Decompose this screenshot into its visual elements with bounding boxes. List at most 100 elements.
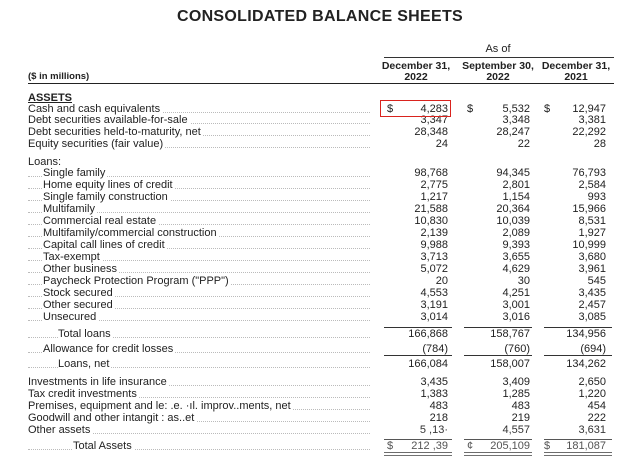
row-value-col-3: 3,435 <box>578 287 606 299</box>
leader-dots <box>28 337 370 338</box>
table-row: Unsecured 3,014 3,016 3,085 <box>0 312 640 323</box>
leader-dots <box>28 248 370 249</box>
row-label: Tax-exempt <box>43 251 102 263</box>
row-label: Loans: <box>28 156 64 168</box>
row-value-col-1: 24 <box>435 138 448 150</box>
row-label: Other assets <box>28 424 93 436</box>
row-label: Premises, equipment and le: .e. ·ıl. imp… <box>28 400 293 412</box>
row-label: Debt securities held-to-maturity, net <box>28 126 203 138</box>
leader-dots <box>28 272 370 273</box>
row-label: Debt securities available-for-sale <box>28 114 190 126</box>
row-label: Other secured <box>43 299 115 311</box>
row-value-col-1: 20 <box>435 275 448 287</box>
row-value-col-1: 1,217 <box>420 191 448 203</box>
table-row: Stock secured 4,553 4,251 3,435 <box>0 288 640 299</box>
row-value-col-2: 219 <box>511 412 530 424</box>
table-row: Total Assets 212 ,39 205,109 181,087 $ ¢ $ <box>0 441 640 452</box>
leader-dots <box>28 433 370 434</box>
currency-symbol: $ <box>467 103 474 115</box>
row-value-col-2: 3,016 <box>502 311 530 323</box>
row-value-col-1: 3,191 <box>420 299 448 311</box>
row-value-col-3: 181,087 <box>566 440 606 452</box>
row-value-col-2: 4,557 <box>502 424 530 436</box>
row-value-col-1: 28,348 <box>414 126 448 138</box>
total-double-rule-3 <box>544 452 612 456</box>
subtotal-rule-2 <box>464 327 532 328</box>
row-value-col-3: 3,085 <box>578 311 606 323</box>
units-label: ($ in millions) <box>28 71 90 82</box>
row-label: Goodwill and other intangit : as..et <box>28 412 197 424</box>
row-label: Loans, net <box>58 358 112 370</box>
table-row: Tax-exempt 3,713 3,655 3,680 <box>0 252 640 263</box>
row-label: Capital call lines of credit <box>43 239 167 251</box>
table-row: Total loans 166,868 158,767 134,956 <box>0 329 640 340</box>
row-value-col-3: 28 <box>593 138 606 150</box>
currency-symbol: $ <box>544 440 551 452</box>
subtotal-rule-3 <box>544 327 612 328</box>
table-row: Single family 98,768 94,345 76,793 <box>0 168 640 179</box>
leader-dots <box>28 147 370 148</box>
row-value-col-1: 3,713 <box>420 251 448 263</box>
row-value-col-3: 2,650 <box>578 376 606 388</box>
total-double-rule-1 <box>384 452 452 456</box>
row-value-col-1: 21,588 <box>414 203 448 215</box>
row-label: Multifamily/commercial construction <box>43 227 219 239</box>
table-row: Loans, net 166,084 158,007 134,262 <box>0 359 640 370</box>
row-value-col-3: (694) <box>580 343 606 355</box>
row-value-col-1: 212 ,39 <box>411 440 448 452</box>
row-value-col-3: 3,381 <box>578 114 606 126</box>
row-value-col-1: 1,383 <box>420 388 448 400</box>
row-value-col-3: 3,961 <box>578 263 606 275</box>
column-header-dec-2022: December 31, 2022 <box>381 60 451 83</box>
currency-symbol: ¢ <box>467 440 474 452</box>
row-value-col-3: 2,584 <box>578 179 606 191</box>
row-value-col-2: 3,348 <box>502 114 530 126</box>
row-label: Single family construction <box>43 191 170 203</box>
leader-dots <box>28 224 370 225</box>
row-value-col-1: 3,435 <box>420 376 448 388</box>
row-value-col-1: 4,553 <box>420 287 448 299</box>
as-of-header: As of <box>485 43 511 55</box>
row-value-col-2: 2,801 <box>502 179 530 191</box>
leader-dots <box>28 397 370 398</box>
row-value-col-3: 3,680 <box>578 251 606 263</box>
row-value-col-1: 218 <box>429 412 448 424</box>
row-value-col-3: 76,793 <box>572 167 606 179</box>
row-value-col-3: 134,956 <box>566 328 606 340</box>
page-title: CONSOLIDATED BALANCE SHEETS <box>176 8 464 25</box>
currency-symbol: $ <box>387 103 394 115</box>
total-top-rule-2 <box>464 439 532 440</box>
row-value-col-3: 3,631 <box>578 424 606 436</box>
row-value-col-2: 4,629 <box>502 263 530 275</box>
row-label: Cash and cash equivalents <box>28 103 163 115</box>
allowance-rule-2 <box>464 355 532 356</box>
leader-dots <box>28 188 370 189</box>
allowance-rule-3 <box>544 355 612 356</box>
currency-symbol: $ <box>544 103 551 115</box>
leader-dots <box>28 385 370 386</box>
leader-dots <box>28 212 370 213</box>
table-row: Allowance for credit losses (784) (760) (69… <box>0 344 640 355</box>
row-value-col-1: 5 ,13· <box>419 424 448 436</box>
row-value-col-3: 134,262 <box>566 358 606 370</box>
row-label: ASSETS <box>28 92 75 104</box>
row-value-col-1: 483 <box>429 400 448 412</box>
row-label: Tax credit investments <box>28 388 139 400</box>
row-value-col-3: 8,531 <box>578 215 606 227</box>
row-label: Single family <box>43 167 108 179</box>
column-header-dec-2021: December 31, 2021 <box>541 60 611 83</box>
allowance-rule-1 <box>384 355 452 356</box>
row-label: Other business <box>43 263 119 275</box>
row-value-col-2: 28,247 <box>496 126 530 138</box>
row-value-col-3: 1,220 <box>578 388 606 400</box>
row-value-col-2: 158,767 <box>490 328 530 340</box>
total-double-rule-2 <box>464 452 532 456</box>
row-value-col-2: 5,532 <box>502 103 530 115</box>
table-row: Loans: <box>0 157 640 168</box>
row-value-col-2: 94,345 <box>496 167 530 179</box>
row-value-col-1: 2,775 <box>420 179 448 191</box>
row-value-col-2: 1,285 <box>502 388 530 400</box>
row-value-col-2: 1,154 <box>502 191 530 203</box>
currency-symbol: $ <box>387 440 394 452</box>
row-label: Allowance for credit losses <box>43 343 176 355</box>
